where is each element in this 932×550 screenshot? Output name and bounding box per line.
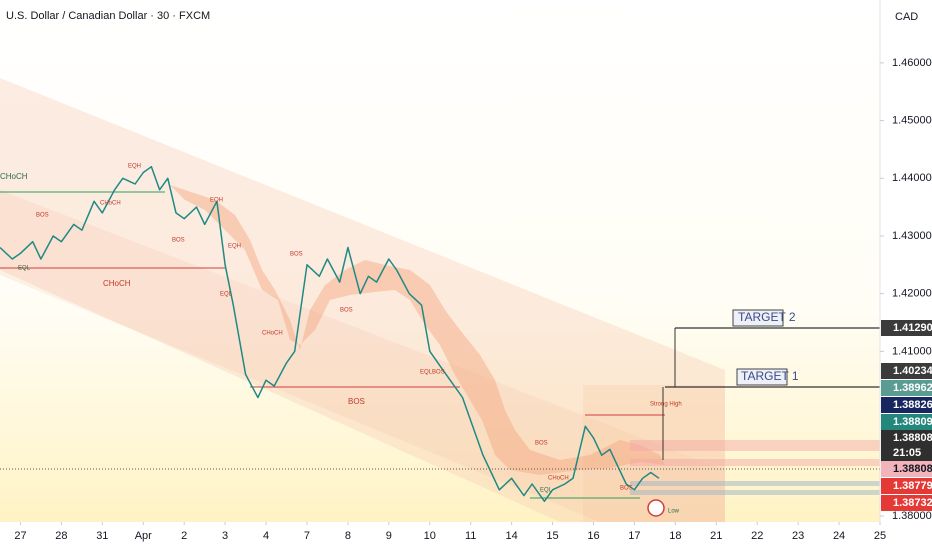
price-tag-label: 1.38779	[893, 480, 932, 492]
annotation: CHoCH	[548, 476, 569, 482]
annotation: CHoCH	[0, 172, 28, 181]
annotation: EQL	[220, 292, 233, 298]
annotation: BOS	[348, 397, 365, 406]
x-tick-label: 8	[345, 530, 351, 542]
x-tick-label: 17	[628, 530, 640, 542]
price-tag	[881, 430, 932, 446]
annotation: EQH	[128, 164, 141, 170]
price-tag	[881, 414, 932, 430]
series-layer	[0, 165, 660, 503]
x-tick-label: 31	[96, 530, 108, 542]
price-tag-label: 1.38962	[893, 382, 932, 394]
zone	[630, 440, 880, 451]
channel-inner	[0, 190, 725, 522]
price-tag-label: 1.38808	[893, 432, 932, 444]
target-box	[732, 309, 784, 327]
x-tick-label: 2	[181, 530, 187, 542]
x-tick-label: 18	[669, 530, 681, 542]
zone	[630, 459, 880, 466]
price-tag	[881, 397, 932, 413]
chart-title: U.S. Dollar / Canadian Dollar · 30 · FXC…	[6, 10, 210, 22]
price-line	[0, 165, 660, 503]
x-tick-label: 9	[386, 530, 392, 542]
x-tick-label: 3	[222, 530, 228, 542]
price-tag	[881, 380, 932, 396]
y-tick-label: 1.46000	[892, 57, 932, 69]
price-tag-label: 1.40234	[893, 365, 932, 377]
price-tag	[881, 445, 932, 461]
price-tag-label: 1.41290	[893, 322, 932, 334]
price-tag	[881, 461, 932, 477]
annotation: CHoCH	[262, 331, 283, 337]
annotation: EQL	[540, 488, 553, 494]
price-tag-label: 1.38826	[893, 399, 932, 411]
x-tick-label: 28	[55, 530, 67, 542]
price-tag	[881, 320, 932, 336]
x-tick-label: 11	[465, 530, 476, 542]
zone	[630, 490, 880, 495]
x-tick-label: 14	[506, 530, 518, 542]
annotation: BOS	[290, 252, 303, 258]
x-tick-label: 27	[14, 530, 26, 542]
price-tag-label: 1.38732	[893, 497, 932, 509]
x-tick-label: 16	[587, 530, 599, 542]
price-tag	[881, 495, 932, 511]
target-box	[736, 368, 788, 386]
y-tick-label: 1.42000	[892, 288, 932, 300]
annotation: CHoCH	[100, 201, 121, 207]
price-tag-label: 21:05	[893, 447, 921, 459]
x-tick-label: 22	[751, 530, 763, 542]
x-tick-label: 23	[792, 530, 804, 542]
price-tag-label: 1.38808	[893, 463, 932, 475]
x-tick-label: Apr	[135, 530, 152, 542]
annotation: Low	[668, 509, 680, 515]
projection-box	[583, 385, 725, 522]
y-tick-label: 1.45000	[892, 114, 932, 126]
annotation: BOS	[620, 486, 633, 492]
annotation: BOS	[36, 213, 49, 219]
target-label: TARGET 2	[738, 310, 796, 324]
annotation: BOS	[535, 441, 548, 447]
annotation: Strong High	[650, 402, 682, 408]
x-tick-label: 25	[874, 530, 886, 542]
annotation: EQH	[228, 244, 241, 250]
y-tick-label: 1.41000	[892, 345, 932, 357]
annotation: EQL	[18, 266, 31, 272]
time-axis	[0, 522, 880, 550]
annotation: EQLBOS	[420, 370, 445, 376]
x-tick-label: 10	[424, 530, 436, 542]
x-tick-label: 7	[304, 530, 310, 542]
plot-background	[0, 0, 880, 522]
zone	[630, 481, 880, 486]
annotation: BOS	[340, 308, 353, 314]
currency: CAD	[895, 11, 918, 23]
channel	[0, 78, 725, 522]
cloud	[170, 185, 665, 475]
annotation: BOS	[172, 238, 185, 244]
y-tick-label: 1.43000	[892, 230, 932, 242]
annotation: EQH	[210, 198, 223, 204]
x-tick-label: 15	[546, 530, 558, 542]
annotation: CHoCH	[103, 279, 131, 288]
price-tag	[881, 363, 932, 379]
price-tag	[881, 478, 932, 494]
target-label: TARGET 1	[741, 369, 799, 383]
y-tick-label: 1.38000	[892, 510, 932, 522]
event-icon[interactable]	[647, 499, 665, 517]
x-tick-label: 24	[833, 530, 845, 542]
x-tick-label: 4	[263, 530, 269, 542]
y-tick-label: 1.44000	[892, 172, 932, 184]
price-tag-label: 1.38809	[893, 416, 932, 428]
x-tick-label: 21	[710, 530, 722, 542]
